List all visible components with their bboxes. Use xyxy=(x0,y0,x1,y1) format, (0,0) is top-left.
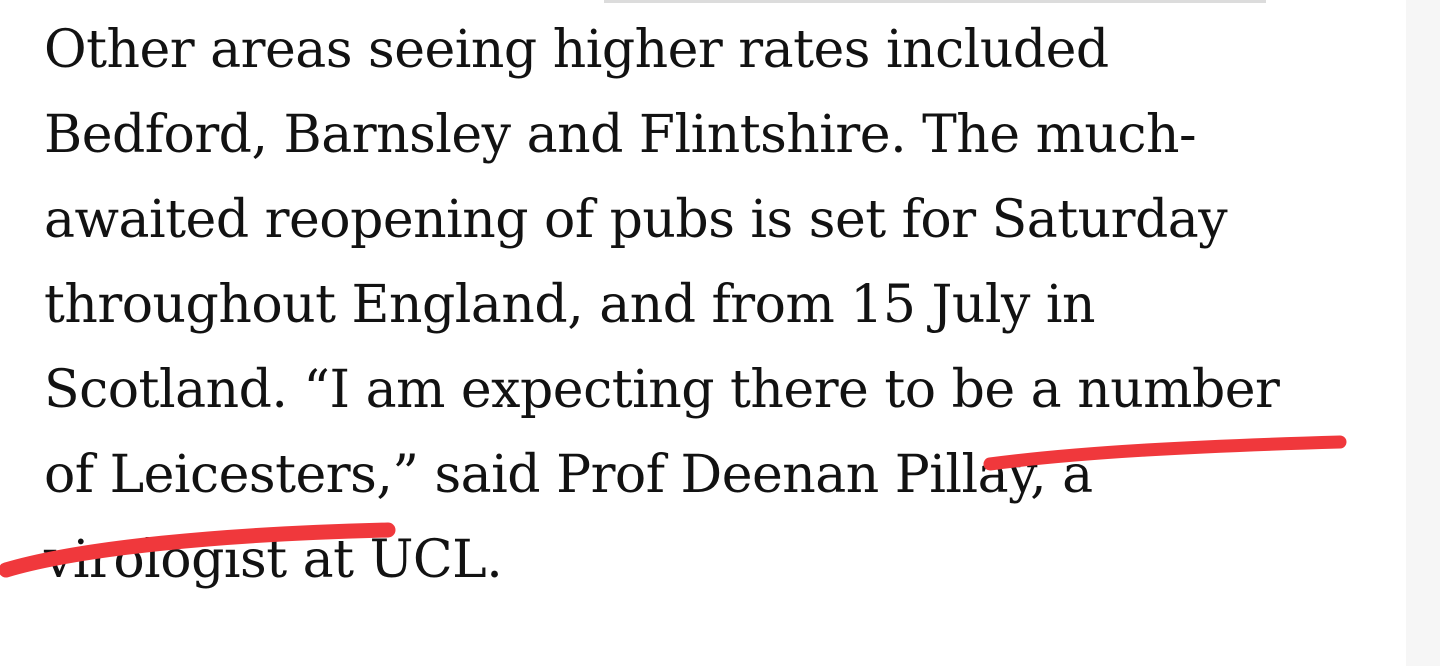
article-paragraph: Other areas seeing higher rates included… xyxy=(44,8,1384,603)
paragraph-line-6: of Leicesters,” said Prof Deenan Pillay,… xyxy=(44,445,1093,505)
paragraph-line-1: Other areas seeing higher rates included xyxy=(44,20,1109,80)
paragraph-line-2: Bedford, Barnsley and Flintshire. The mu… xyxy=(44,105,1197,165)
paragraph-line-7: virologist at UCL. xyxy=(44,530,503,590)
paragraph-line-4: throughout England, and from 15 July in xyxy=(44,275,1096,335)
paragraph-line-5: Scotland. “I am expecting there to be a … xyxy=(44,360,1280,420)
top-divider xyxy=(604,0,1266,3)
page-gutter xyxy=(1406,0,1440,666)
paragraph-line-3: awaited reopening of pubs is set for Sat… xyxy=(44,190,1228,250)
